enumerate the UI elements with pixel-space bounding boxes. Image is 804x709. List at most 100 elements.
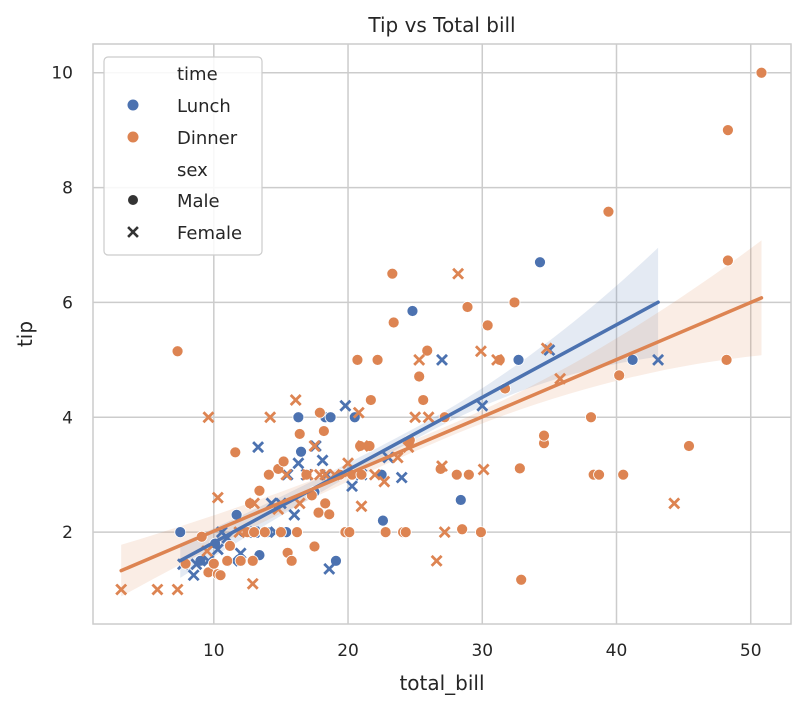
x-tick-label: 30: [471, 641, 493, 661]
point-dinner-female: [342, 457, 355, 470]
point-lunch-female: [346, 480, 359, 493]
point-dinner-male: [722, 254, 734, 267]
point-dinner-male: [221, 554, 234, 567]
point-dinner-male: [258, 526, 271, 539]
point-dinner-female: [202, 411, 215, 424]
legend-box: [103, 56, 263, 256]
point-dinner-female: [378, 475, 391, 488]
point-dinner-male: [171, 345, 184, 358]
point-dinner-female: [293, 497, 306, 510]
point-dinner-male: [399, 526, 412, 539]
point-dinner-female: [264, 411, 277, 424]
point-dinner-male: [475, 526, 487, 539]
point-dinner-male: [602, 205, 615, 218]
point-dinner-male: [450, 468, 463, 481]
point-lunch-male: [534, 256, 546, 269]
plot-frame: [92, 43, 792, 625]
y-tick-labels: 2 4 6 8 10: [51, 64, 73, 543]
point-lunch-female: [395, 471, 408, 484]
point-dinner-female: [477, 463, 490, 476]
x-tick-labels: 10 20 30 40 50: [203, 641, 762, 661]
point-dinner-male: [755, 66, 768, 79]
point-lunch-female: [316, 454, 329, 467]
point-lunch-female: [187, 569, 200, 582]
point-dinner-male: [461, 301, 474, 313]
point-lunch-female: [288, 508, 301, 521]
x-tick-label: 50: [740, 641, 762, 661]
point-dinner-female: [452, 267, 465, 280]
point-dinner-female: [352, 406, 365, 419]
point-lunch-male: [512, 353, 525, 366]
point-dinner-male: [515, 573, 528, 586]
point-dinner-female: [438, 526, 451, 539]
point-dinner-male: [308, 540, 321, 553]
point-dinner-male: [585, 411, 597, 424]
point-dinner-female: [474, 345, 487, 358]
point-dinner-male: [421, 344, 434, 357]
point-lunch-male: [174, 526, 187, 539]
point-dinner-male: [317, 425, 330, 437]
regression-lines: [119, 296, 764, 573]
point-dinner-male: [275, 526, 287, 539]
point-dinner-female: [356, 440, 369, 452]
point-dinner-female: [436, 460, 448, 473]
point-dinner-male: [207, 557, 220, 570]
chart-title: Tip vs Total bill: [367, 13, 515, 37]
y-tick-label: 6: [62, 293, 73, 313]
point-lunch-female: [652, 353, 665, 366]
point-lunch-female: [339, 399, 352, 412]
y-tick-label: 8: [62, 179, 73, 199]
point-dinner-male: [323, 508, 336, 521]
legend-hue-title: time: [177, 64, 218, 85]
legend-male-label: Male: [177, 191, 220, 212]
point-lunch-male: [454, 494, 467, 506]
point-dinner-male: [293, 428, 306, 440]
legend-dinner-label: Dinner: [177, 128, 238, 149]
point-dinner-male: [720, 353, 733, 366]
point-dinner-male: [481, 319, 494, 332]
legend-style-title: sex: [177, 160, 208, 181]
point-dinner-female: [246, 577, 259, 590]
legend-lunch-marker: [127, 99, 139, 111]
point-dinner-male: [364, 394, 377, 406]
point-lunch-male: [406, 305, 419, 317]
point-dinner-male: [617, 468, 630, 481]
point-dinner-male: [508, 296, 521, 309]
point-dinner-male: [593, 468, 605, 481]
point-dinner-male: [371, 353, 384, 366]
point-dinner-female: [409, 411, 422, 424]
point-dinner-male: [291, 526, 303, 539]
point-dinner-female: [248, 497, 261, 510]
point-dinner-female: [540, 342, 553, 355]
legend-lunch-label: Lunch: [177, 96, 231, 117]
point-lunch-female: [323, 562, 336, 575]
y-tick-label: 4: [62, 408, 73, 428]
point-dinner-male: [277, 455, 290, 468]
point-dinner-male: [319, 497, 332, 510]
point-dinner-female: [355, 500, 368, 513]
point-dinner-male: [312, 506, 325, 519]
point-dinner-female: [115, 583, 128, 596]
regression-line-lunch: [178, 300, 660, 563]
legend-dinner-marker: [127, 131, 139, 143]
point-dinner-male: [722, 124, 734, 137]
legend: time Lunch Dinner sex Male Female: [103, 56, 263, 256]
point-lunch-female: [211, 543, 224, 556]
x-tick-label: 40: [606, 641, 628, 661]
y-axis-label: tip: [13, 321, 37, 347]
y-tick-label: 2: [62, 523, 73, 543]
point-dinner-male: [456, 523, 469, 536]
point-dinner-male: [248, 526, 260, 539]
point-dinner-male: [234, 554, 247, 567]
point-dinner-male: [262, 468, 275, 481]
point-dinner-male: [493, 353, 506, 366]
point-dinner-male: [229, 446, 242, 459]
point-dinner-female: [211, 491, 224, 504]
point-dinner-male: [387, 316, 400, 329]
legend-female-marker: [127, 226, 139, 238]
point-dinner-male: [386, 267, 399, 280]
point-dinner-female: [301, 468, 314, 481]
point-dinner-male: [417, 394, 430, 406]
point-dinner-female: [668, 497, 681, 510]
